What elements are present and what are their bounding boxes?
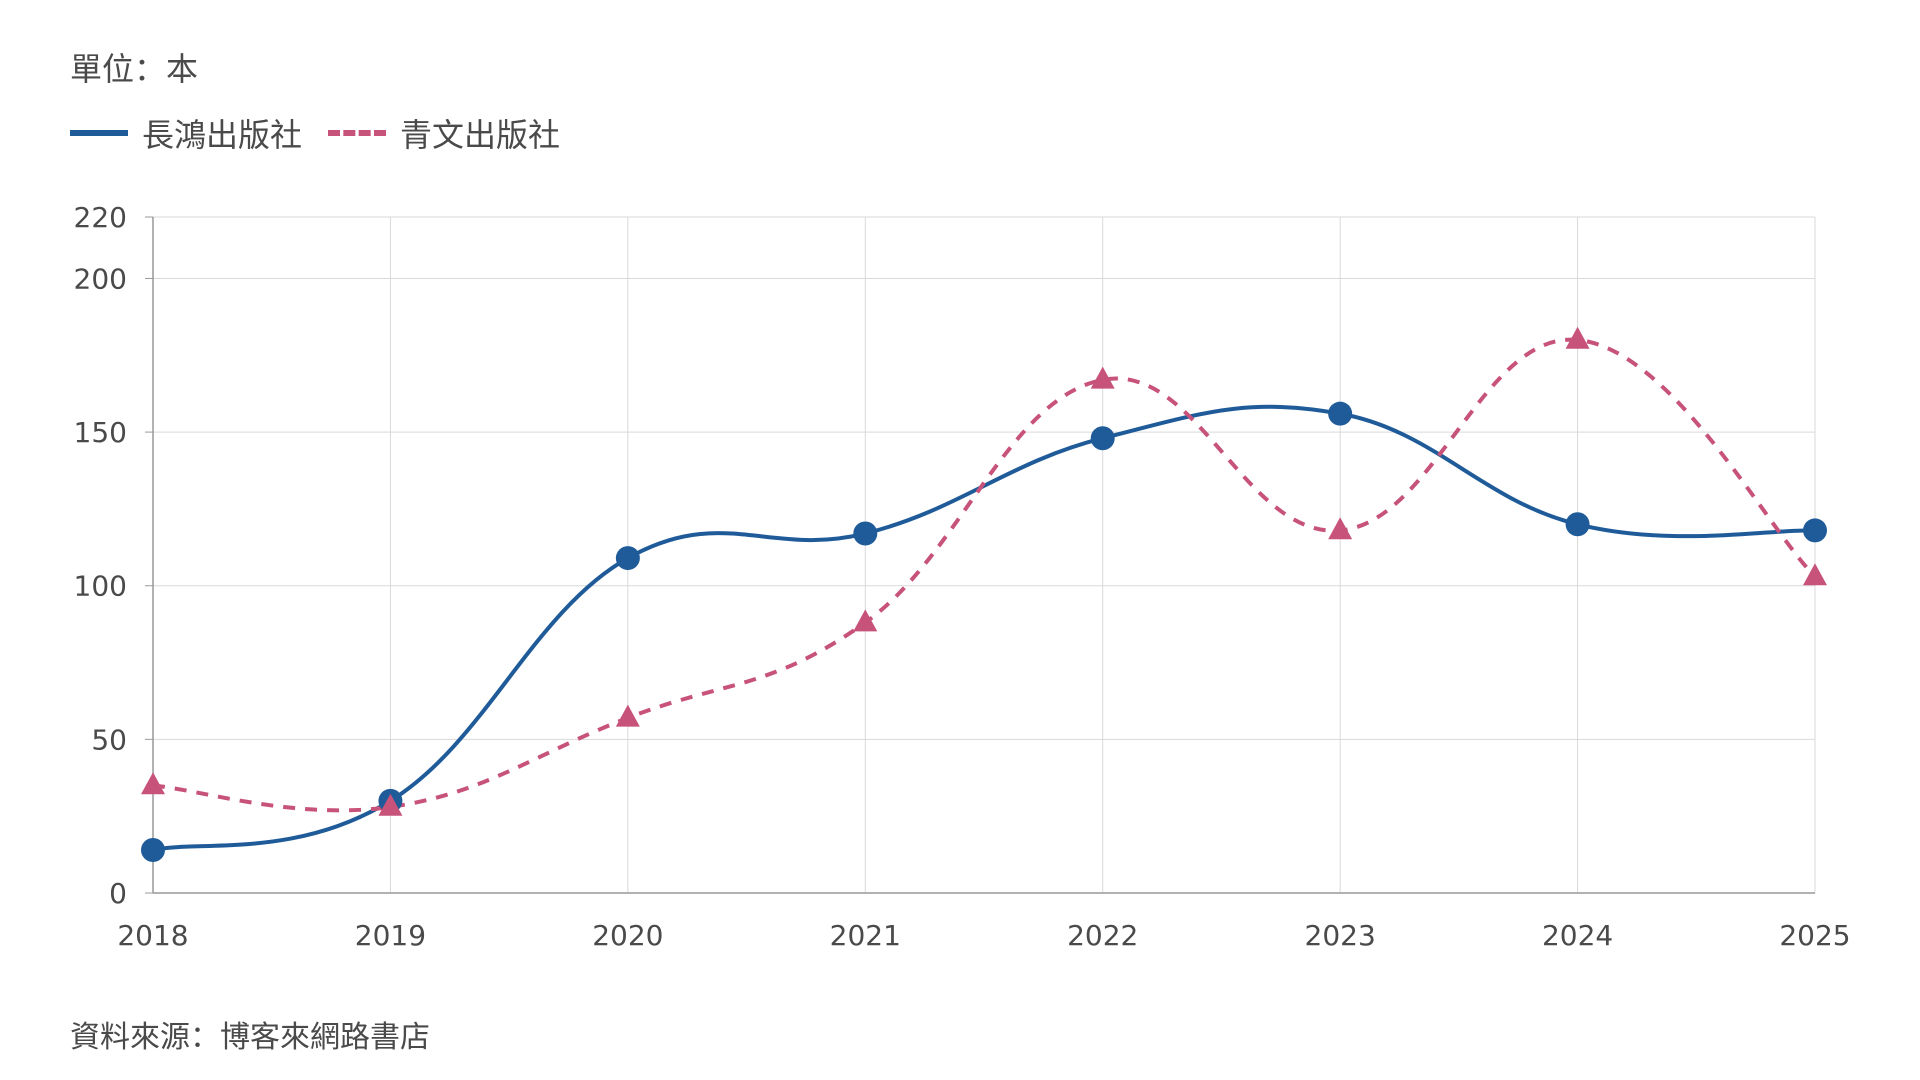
data-point-series-2-2025: [1803, 563, 1827, 586]
legend-label-series-1: 長鴻出版社: [142, 116, 303, 154]
x-tick-label-2021: 2021: [830, 919, 901, 952]
series-line-2: [152, 337, 1817, 813]
source-note: 資料來源：博客來網路書店: [70, 1020, 430, 1055]
x-tick-label-2024: 2024: [1542, 919, 1613, 952]
y-tick-label-50: 50: [91, 723, 127, 756]
data-point-series-2-2024: [1565, 326, 1590, 349]
data-point-series-2-2022: [1090, 366, 1115, 389]
y-tick-label-200: 200: [74, 262, 127, 295]
x-tick-label-2020: 2020: [592, 919, 663, 952]
grid-lines: [152, 216, 1816, 893]
data-point-series-2-2018: [141, 772, 165, 795]
data-point-series-1-2018: [141, 837, 165, 862]
x-tick-label-2025: 2025: [1779, 919, 1850, 952]
legend-item-series-1: 長鴻出版社: [70, 110, 302, 156]
data-point-series-2-2023: [1328, 517, 1353, 540]
data-point-series-1-2022: [1090, 426, 1115, 451]
legend-label-series-2: 青文出版社: [400, 116, 561, 154]
data-point-series-2-2021: [853, 609, 878, 632]
x-tick-label-2018: 2018: [117, 919, 188, 952]
y-tick-label-0: 0: [109, 877, 127, 910]
legend: 長鴻出版社 青文出版社: [70, 110, 560, 156]
data-point-series-1-2024: [1565, 512, 1590, 537]
y-tick-label-150: 150: [74, 416, 127, 449]
data-points: [141, 326, 1827, 862]
y-tick-label-100: 100: [74, 570, 127, 603]
data-point-series-2-2020: [615, 704, 640, 727]
legend-item-series-2: 青文出版社: [328, 110, 560, 156]
data-point-series-1-2021: [853, 521, 878, 546]
series-lines: [151, 337, 1817, 852]
x-tick-label-2022: 2022: [1067, 919, 1138, 952]
data-point-series-1-2020: [615, 546, 640, 571]
axes: 0 50 100 150 200 220 2018 2019 2020 2021 2022 2023 2…: [74, 201, 1851, 952]
data-point-series-1-2025: [1803, 518, 1827, 543]
x-tick-label-2019: 2019: [355, 919, 426, 952]
legend-swatch-series-2: [328, 130, 387, 136]
legend-swatch-series-1: [70, 130, 128, 136]
series-line-1: [151, 404, 1817, 852]
y-tick-label-220: 220: [74, 201, 127, 234]
unit-label: 單位：本: [70, 50, 199, 88]
data-point-series-2-2019: [378, 793, 403, 816]
x-tick-label-2023: 2023: [1305, 919, 1376, 952]
data-point-series-1-2023: [1328, 401, 1353, 426]
